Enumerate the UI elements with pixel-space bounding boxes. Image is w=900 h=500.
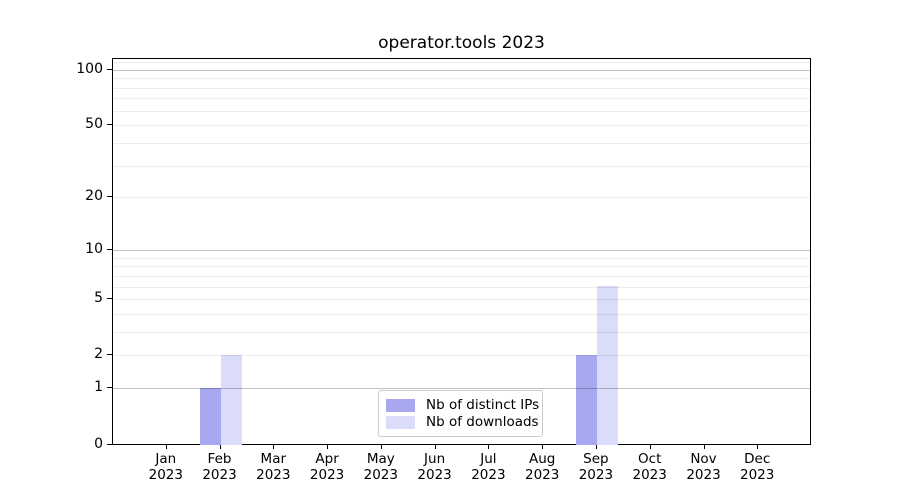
x-tick-mark (542, 445, 544, 449)
gridline-minor (113, 275, 810, 277)
x-tick-label-dec: Dec 2023 (729, 451, 785, 483)
month-label: Nov (690, 451, 717, 467)
bar-nb-of-distinct-ips-feb (199, 388, 221, 445)
legend-swatch-distinct-ips (386, 398, 415, 412)
gridline-minor (113, 299, 810, 300)
gridline-minor (113, 110, 810, 112)
y-tick-mark (107, 387, 112, 389)
year-label: 2023 (148, 466, 183, 483)
month-label: Jul (480, 451, 497, 467)
gridline-minor (113, 266, 810, 268)
x-tick-mark (703, 445, 705, 449)
year-label: 2023 (632, 466, 667, 483)
gridline-minor (113, 125, 810, 127)
y-tick-label: 2 (94, 346, 103, 363)
x-tick-label-sep: Sep 2023 (568, 451, 624, 483)
month-label: Mar (260, 451, 287, 467)
month-label: May (366, 451, 395, 467)
y-tick-label: 20 (85, 188, 103, 205)
legend-swatch-downloads (386, 415, 415, 429)
year-label: 2023 (417, 466, 452, 483)
year-label: 2023 (363, 466, 398, 483)
y-tick-mark (107, 196, 112, 198)
chart-title: operator.tools 2023 (378, 33, 545, 53)
month-label: Jan (155, 451, 177, 467)
month-label: Feb (207, 451, 232, 467)
x-tick-label-apr: Apr 2023 (299, 451, 355, 483)
y-tick-label: 100 (76, 60, 103, 77)
y-tick-label: 0 (94, 435, 103, 452)
x-tick-label-oct: Oct 2023 (622, 451, 678, 483)
x-tick-mark (219, 445, 221, 449)
y-tick-mark (107, 124, 112, 126)
year-label: 2023 (256, 466, 291, 483)
year-label: 2023 (686, 466, 721, 483)
gridline-minor (113, 165, 810, 167)
month-label: Oct (638, 451, 662, 467)
legend-item-downloads: Nb of downloads (386, 414, 539, 430)
year-label: 2023 (740, 466, 775, 483)
month-label: Dec (744, 451, 771, 467)
legend-label-distinct-ips: Nb of distinct IPs (426, 397, 540, 413)
x-tick-mark (595, 445, 597, 449)
gridline-minor (113, 331, 810, 333)
x-tick-label-may: May 2023 (353, 451, 409, 483)
month-label: Aug (529, 451, 556, 467)
month-label: Sep (583, 451, 609, 467)
y-tick-mark (107, 354, 112, 356)
gridline-minor (113, 257, 810, 259)
gridline-minor (113, 98, 810, 100)
y-tick-label: 10 (85, 240, 103, 257)
x-tick-mark (327, 445, 329, 449)
x-tick-mark (434, 445, 436, 449)
x-tick-label-feb: Feb 2023 (192, 451, 248, 483)
gridline-minor (113, 197, 810, 199)
y-tick-label: 1 (94, 379, 103, 396)
gridline-minor (113, 87, 810, 89)
y-tick-mark (107, 68, 112, 70)
plot-area (112, 58, 811, 445)
x-tick-label-jan: Jan 2023 (138, 451, 194, 483)
year-label: 2023 (578, 466, 614, 483)
gridline-minor (113, 355, 810, 357)
bar-nb-of-downloads-feb (220, 355, 242, 445)
year-label: 2023 (471, 466, 506, 483)
x-tick-mark (488, 445, 490, 449)
legend-label-downloads: Nb of downloads (426, 414, 539, 430)
gridline-minor (113, 313, 810, 315)
year-label: 2023 (202, 466, 237, 483)
bar-nb-of-distinct-ips-sep (575, 355, 597, 445)
x-tick-mark (757, 445, 759, 449)
gridline-minor (113, 142, 810, 144)
legend-item-distinct-ips: Nb of distinct IPs (386, 397, 539, 413)
year-label: 2023 (525, 466, 560, 483)
y-tick-mark (107, 298, 112, 299)
bar-nb-of-downloads-sep (596, 286, 618, 445)
year-label: 2023 (309, 466, 345, 483)
x-tick-label-nov: Nov 2023 (676, 451, 732, 483)
month-label: Jun (424, 451, 446, 467)
x-tick-label-aug: Aug 2023 (514, 451, 570, 483)
x-tick-mark (165, 445, 167, 449)
month-label: Apr (315, 451, 339, 467)
gridline-major (113, 249, 810, 251)
gridline-minor (113, 286, 810, 288)
x-tick-label-jul: Jul 2023 (460, 451, 516, 483)
gridline-minor (113, 78, 810, 80)
x-tick-mark (649, 445, 651, 449)
x-tick-label-mar: Mar 2023 (245, 451, 301, 483)
x-tick-mark (380, 445, 382, 449)
gridline-major (113, 69, 810, 71)
y-tick-mark (107, 443, 112, 445)
x-tick-mark (273, 445, 275, 449)
gridline-minor (113, 62, 810, 63)
y-tick-label: 50 (85, 116, 103, 133)
y-tick-label: 5 (94, 290, 103, 306)
x-tick-label-jun: Jun 2023 (407, 451, 463, 483)
legend: Nb of distinct IPs Nb of downloads (378, 390, 543, 437)
y-tick-mark (107, 248, 112, 250)
